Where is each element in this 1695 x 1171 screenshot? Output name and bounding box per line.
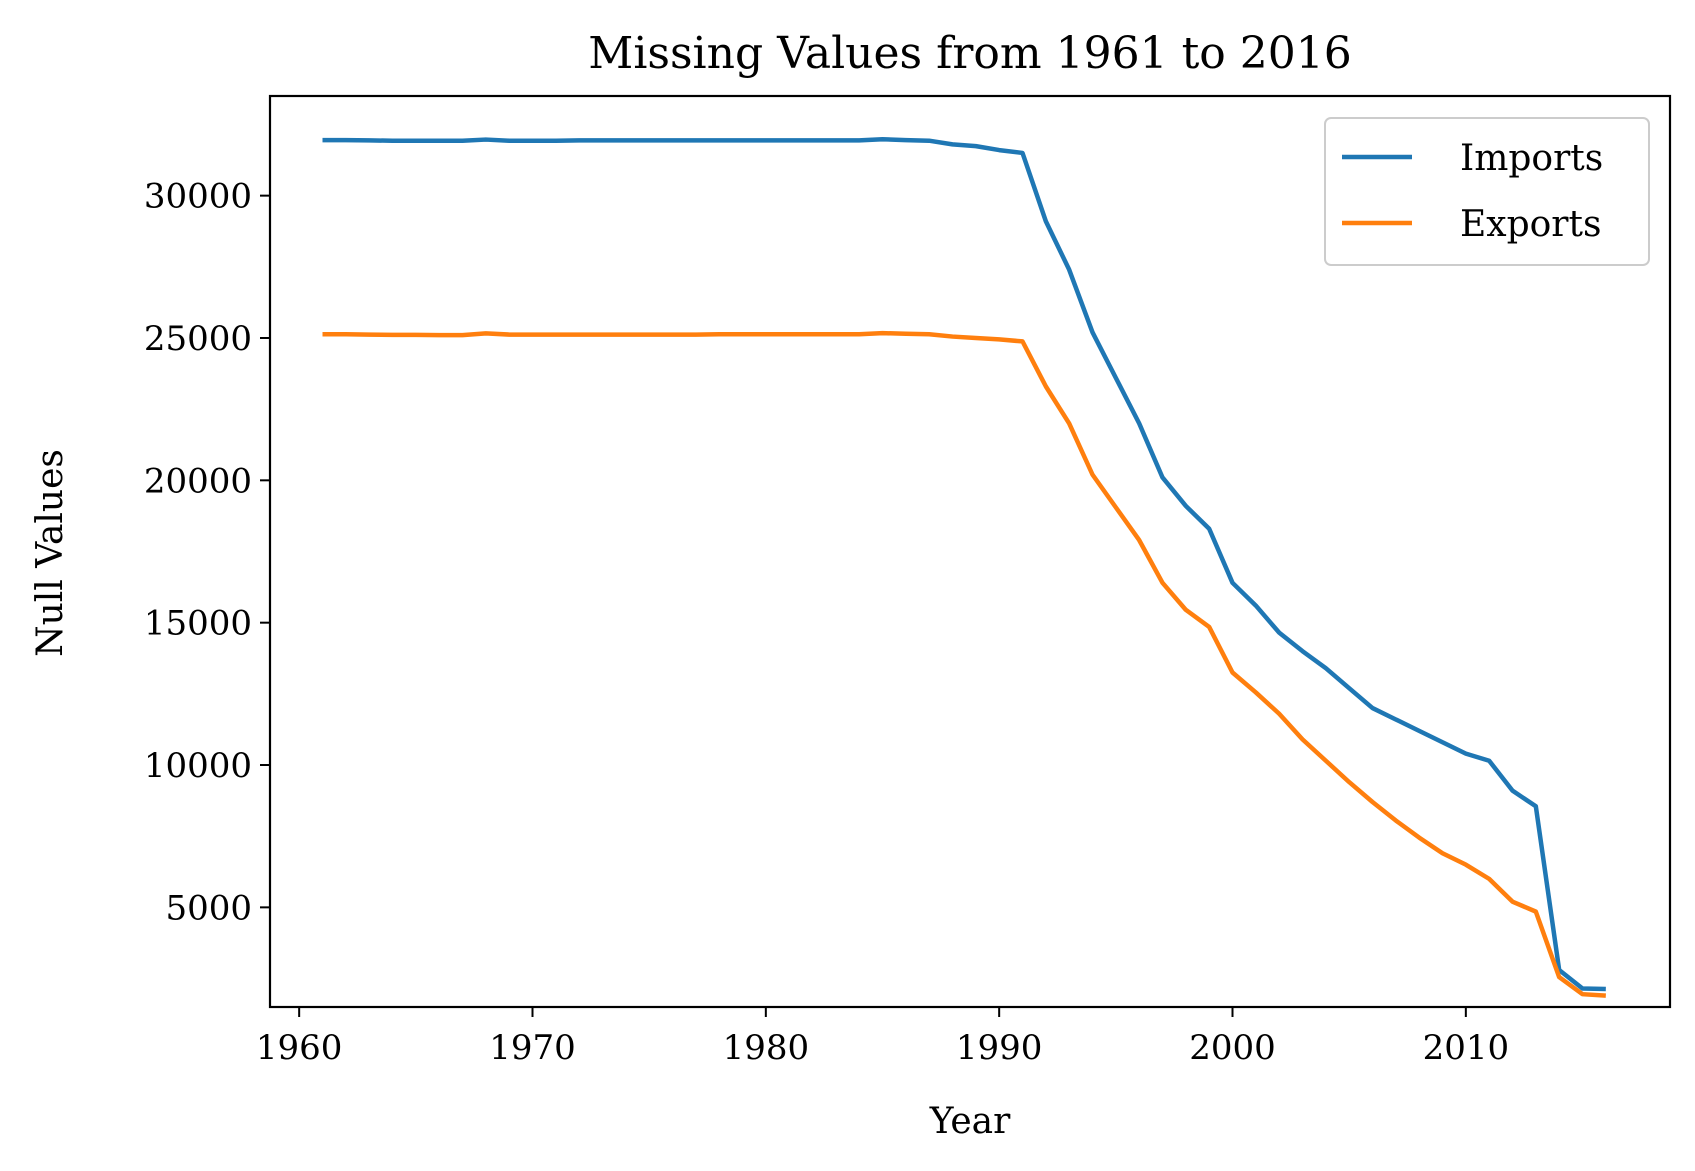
- chart-title: Missing Values from 1961 to 2016: [588, 28, 1351, 79]
- plot-area: [268, 94, 1672, 1009]
- series-line-imports: [322, 137, 1606, 992]
- x-tick-label: 2000: [1189, 1028, 1276, 1068]
- y-tick-label: 15000: [144, 604, 252, 644]
- axes-frame: [268, 94, 1672, 1009]
- legend-label-exports: Exports: [1460, 204, 1601, 245]
- series-layer: [322, 137, 1606, 998]
- y-tick-label: 5000: [165, 888, 252, 928]
- series-line-exports: [322, 330, 1606, 998]
- x-tick-label: 1990: [956, 1028, 1043, 1068]
- legend-label-imports: Imports: [1460, 138, 1603, 179]
- x-axis-label: Year: [929, 1101, 1011, 1142]
- y-tick-label: 25000: [144, 319, 252, 359]
- y-tick-label: 10000: [144, 746, 252, 786]
- legend: Imports Exports: [1324, 117, 1650, 266]
- x-axis-ticks: 1960 1970 1980 1990 2000 2010: [256, 1007, 1509, 1068]
- y-tick-label: 30000: [144, 177, 252, 217]
- y-tick-label: 20000: [144, 461, 252, 501]
- y-axis-ticks: 5000 10000 15000 20000 25000 30000: [144, 177, 270, 928]
- x-tick-label: 1970: [489, 1028, 576, 1068]
- x-tick-label: 2010: [1423, 1028, 1510, 1068]
- y-axis-label: Null Values: [30, 449, 71, 657]
- x-tick-label: 1960: [256, 1028, 343, 1068]
- x-tick-label: 1980: [723, 1028, 810, 1068]
